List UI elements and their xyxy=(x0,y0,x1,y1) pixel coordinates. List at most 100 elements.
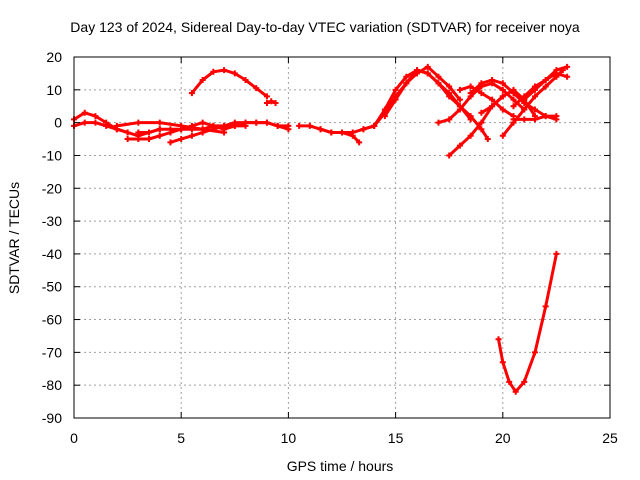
data-point xyxy=(135,119,142,126)
data-point xyxy=(499,106,506,113)
y-tick-label: -80 xyxy=(42,377,62,393)
x-tick-label: 15 xyxy=(388,430,404,446)
data-point xyxy=(263,93,270,100)
data-point xyxy=(531,116,538,123)
data-point xyxy=(499,359,506,366)
data-point xyxy=(339,129,345,136)
y-tick-label: -10 xyxy=(42,147,62,163)
data-point xyxy=(242,76,249,83)
data-point xyxy=(81,119,88,126)
data-point xyxy=(392,96,399,103)
data-point xyxy=(135,129,142,136)
data-point xyxy=(242,119,249,126)
data-point xyxy=(456,106,463,113)
data-point xyxy=(167,126,174,133)
y-tick-label: -60 xyxy=(42,312,62,328)
data-point xyxy=(499,132,506,139)
data-point xyxy=(221,67,228,74)
data-point xyxy=(188,132,195,139)
data-point xyxy=(499,86,506,93)
data-point xyxy=(467,90,474,97)
data-point xyxy=(478,80,485,87)
data-point xyxy=(124,129,131,136)
data-point xyxy=(156,132,163,139)
data-point xyxy=(188,126,195,133)
data-point xyxy=(381,106,388,113)
data-point xyxy=(531,349,538,356)
data-point xyxy=(510,103,517,110)
data-point xyxy=(521,106,528,113)
data-point xyxy=(510,96,517,103)
data-point xyxy=(510,86,517,93)
data-series-arc-24 xyxy=(497,252,558,394)
data-point xyxy=(446,90,453,97)
data-series-arc-4 xyxy=(115,121,226,134)
y-tick-label: 10 xyxy=(46,82,62,98)
data-point xyxy=(553,113,560,120)
data-point xyxy=(531,106,538,113)
data-series-arc-13 xyxy=(372,68,473,128)
data-point xyxy=(178,126,185,133)
data-point xyxy=(542,83,549,90)
data-point xyxy=(506,378,513,385)
data-series-arc-20 xyxy=(501,68,565,138)
axis-ticks xyxy=(73,56,611,419)
data-point xyxy=(542,303,549,310)
grid xyxy=(74,57,610,418)
data-point xyxy=(263,99,270,106)
data-point xyxy=(92,119,99,126)
data-point xyxy=(456,142,463,149)
data-point xyxy=(499,93,506,100)
data-point xyxy=(92,113,99,120)
x-tick-labels: 0 5 10 15 20 25 xyxy=(70,430,618,446)
data-series-arc-12 xyxy=(361,68,490,141)
y-tick-label: -70 xyxy=(42,344,62,360)
data-point xyxy=(435,73,442,80)
data-point xyxy=(489,96,496,103)
data-point xyxy=(156,119,163,126)
data-point xyxy=(512,388,519,395)
data-point xyxy=(456,86,463,93)
data-point xyxy=(553,250,560,257)
data-point xyxy=(146,136,153,143)
data-point xyxy=(553,67,560,74)
data-point xyxy=(231,70,238,77)
chart-title: Day 123 of 2024, Sidereal Day-to-day VTE… xyxy=(70,19,580,35)
data-point xyxy=(564,63,571,70)
series-layer xyxy=(71,63,571,395)
data-point xyxy=(210,68,217,75)
data-point xyxy=(424,70,431,77)
data-point xyxy=(403,73,410,80)
data-point xyxy=(178,136,185,143)
data-series-arc-8 xyxy=(190,68,269,98)
data-point xyxy=(263,119,270,126)
data-point xyxy=(489,103,496,110)
y-tick-labels: 20 10 0 -10 -20 -30 -40 -50 -60 -70 -80 -90 xyxy=(42,49,62,426)
y-tick-label: 0 xyxy=(54,115,62,131)
data-point xyxy=(124,136,131,143)
data-point xyxy=(478,90,485,97)
data-point xyxy=(495,336,502,343)
data-series-arc-3 xyxy=(126,121,226,141)
x-tick-label: 10 xyxy=(281,430,297,446)
data-point xyxy=(435,119,442,126)
data-point xyxy=(467,83,474,90)
y-tick-label: 20 xyxy=(46,49,62,65)
data-point xyxy=(542,113,549,120)
data-point xyxy=(199,119,206,126)
data-point xyxy=(81,109,88,116)
data-point xyxy=(531,86,538,93)
data-point xyxy=(489,76,496,83)
data-point xyxy=(253,85,260,92)
data-point xyxy=(296,122,303,129)
data-point xyxy=(199,76,206,83)
data-point xyxy=(221,126,228,133)
data-point xyxy=(274,122,281,129)
data-point xyxy=(371,122,378,129)
data-point xyxy=(328,129,335,136)
data-point xyxy=(446,152,453,159)
data-point xyxy=(113,122,120,129)
data-point xyxy=(521,96,528,103)
data-point xyxy=(135,136,142,143)
y-tick-label: -40 xyxy=(42,246,62,262)
